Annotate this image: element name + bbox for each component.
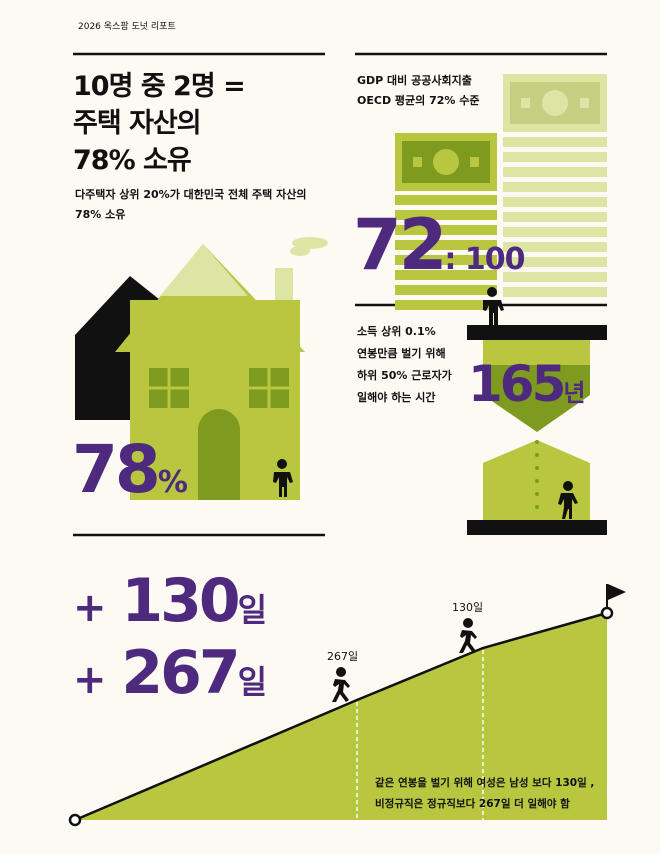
mountain-chart: [68, 606, 614, 827]
bill-stripe: [395, 300, 497, 310]
caption-line: 같은 연봉을 벌기 위해 여성은 남성 보다 130일 ,: [375, 777, 595, 789]
person-icon: [483, 287, 578, 519]
housing-title: 10명 중 2명 = 주택 자산의 78% 소유: [73, 68, 246, 179]
bill-stripe: [503, 197, 607, 207]
money-stripes: [395, 137, 607, 310]
income-caption: 소득 상위 0.1% 연봉만큼 벌기 위해 하위 50% 근로자가 일해야 하는…: [357, 321, 452, 409]
title-line: 10명 중 2명 =: [73, 71, 246, 102]
work-days-line-1: + 130일: [73, 565, 267, 646]
caption-line: 소득 상위 0.1%: [357, 325, 436, 338]
number-130: 130: [121, 566, 240, 636]
income-big-number: 165년: [468, 352, 585, 425]
number-78: 78: [72, 431, 161, 508]
bill-stripe: [395, 285, 497, 295]
person-icon: [273, 459, 293, 497]
label-130: 130일: [452, 601, 484, 614]
bill-stripe: [503, 242, 607, 252]
ratio-big-number: 72: 100: [353, 204, 526, 300]
bill-stripe: [395, 240, 497, 250]
title-line: 주택 자산의: [73, 108, 202, 139]
caption-line: GDP 대비 공공사회지출: [357, 74, 472, 87]
caption-line: OECD 평균의 72% 수준: [357, 94, 480, 107]
title-line: 78% 소유: [73, 145, 192, 176]
bill-stripe: [395, 255, 497, 265]
bill-stripe: [503, 227, 607, 237]
housing-big-number: 78%: [72, 430, 188, 523]
unit-percent: %: [157, 465, 188, 500]
subtitle-line: 다주택자 상위 20%가 대한민국 전체 주택 자산의: [75, 188, 307, 201]
runner-icon: [332, 618, 477, 702]
caption-line: 일해야 하는 시간: [357, 391, 436, 404]
house-illustration: [75, 237, 328, 500]
bill-stripe: [395, 195, 497, 205]
plus-sign: +: [73, 585, 106, 631]
subtitle-line: 78% 소유: [75, 208, 126, 221]
housing-subtitle: 다주택자 상위 20%가 대한민국 전체 주택 자산의 78% 소유: [75, 185, 306, 225]
caption-line: 하위 50% 근로자가: [357, 369, 452, 382]
unit-year: 년: [563, 379, 586, 407]
social-spending-caption: GDP 대비 공공사회지출 OECD 평균의 72% 수준: [357, 71, 480, 111]
caption-line: 비정규직은 정규직보다 267일 더 일해야 함: [375, 798, 570, 810]
number-165: 165: [468, 355, 566, 413]
bill-stripe: [503, 137, 607, 147]
number-72: 72: [353, 204, 447, 286]
work-days-caption: 같은 연봉을 벌기 위해 여성은 남성 보다 130일 , 비정규직은 정규직보…: [375, 773, 594, 815]
unit-day: 일: [237, 591, 268, 629]
bill-stripe: [503, 212, 607, 222]
bill-stripe: [503, 257, 607, 267]
bill-stripe: [503, 287, 607, 297]
bill-stripe: [503, 152, 607, 162]
report-title: 2026 옥스팜 도넛 리포트: [78, 22, 176, 32]
work-days-line-2: + 267일: [73, 637, 267, 718]
plus-sign: +: [73, 657, 106, 703]
money-stack-korea: [395, 133, 497, 191]
flag-icon: [606, 584, 626, 608]
bill-stripe: [503, 182, 607, 192]
number-267: 267: [121, 638, 240, 708]
ratio-suffix: : 100: [444, 242, 525, 277]
bill-stripe: [395, 225, 497, 235]
bill-stripe: [503, 272, 607, 282]
caption-line: 연봉만큼 벌기 위해: [357, 347, 446, 360]
bill-stripe: [395, 210, 497, 220]
unit-day: 일: [237, 663, 268, 701]
bill-stripe: [395, 270, 497, 280]
label-267: 267일: [327, 650, 359, 663]
bill-stripe: [503, 167, 607, 177]
money-stack-oecd: [503, 74, 607, 132]
